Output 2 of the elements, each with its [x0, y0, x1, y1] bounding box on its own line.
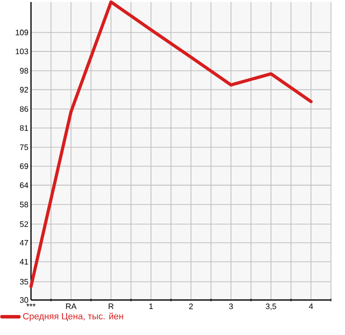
line-series: [29, 0, 313, 288]
legend-label: Средняя Цена, тыс. йен: [23, 312, 124, 322]
